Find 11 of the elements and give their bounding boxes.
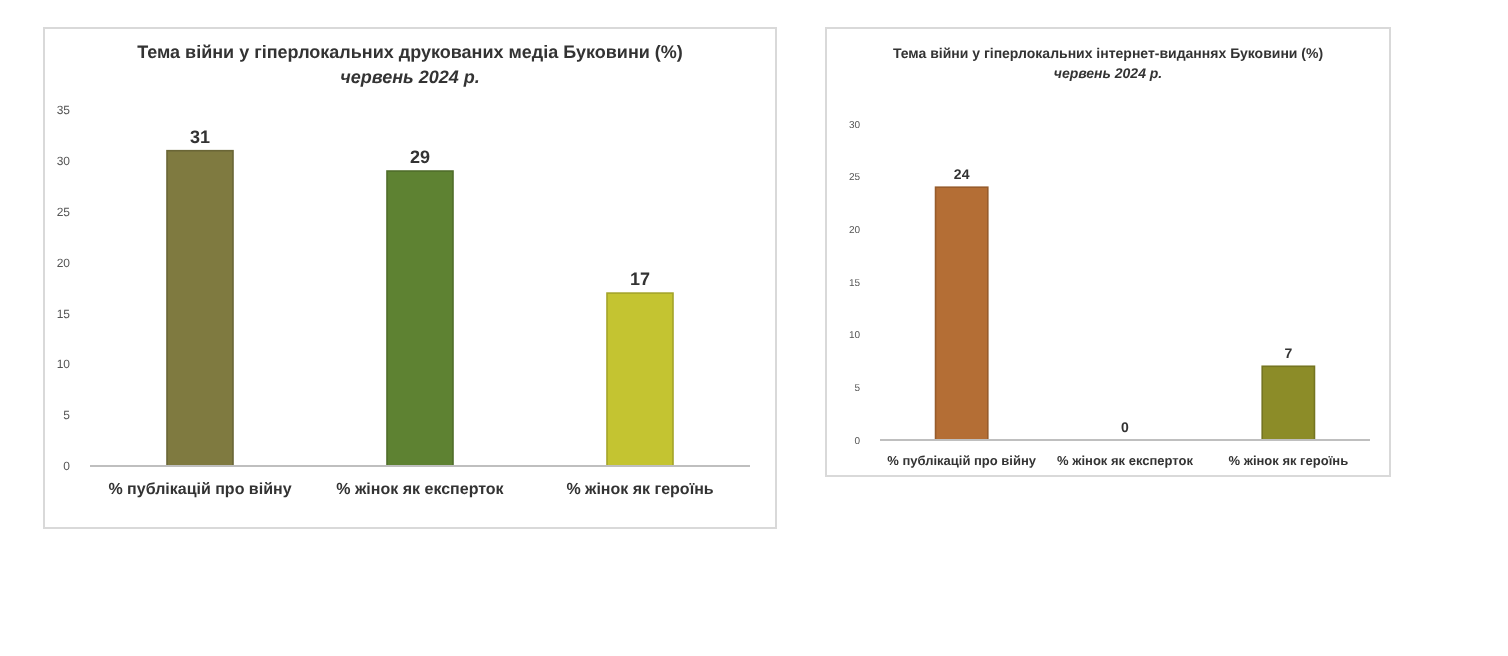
x-tick-label: % жінок як героїнь (566, 480, 714, 498)
chart-title: Тема війни у гіперлокальних друкованих медіа Буковини (%) (137, 42, 683, 62)
data-label: 29 (409, 147, 431, 168)
chart-subtitle: червень 2024 р. (340, 67, 480, 88)
bar (606, 292, 674, 467)
x-tick-label: % публікацій про війну (108, 480, 293, 498)
bar (386, 170, 454, 467)
bar (166, 149, 234, 467)
data-label: 31 (189, 126, 211, 147)
x-tick-label: % жінок як експерток (336, 480, 506, 498)
data-label: 17 (629, 269, 651, 290)
